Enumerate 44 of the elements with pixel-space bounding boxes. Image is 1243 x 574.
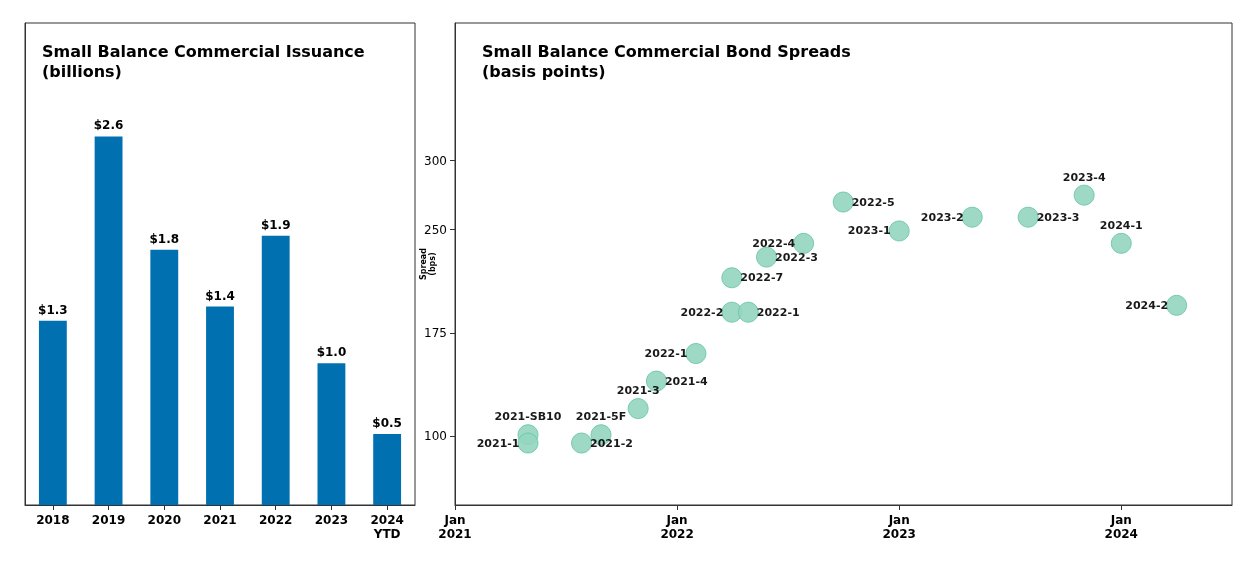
data-label: 2022-5 bbox=[851, 195, 895, 209]
x-tick-label: 2018 bbox=[36, 513, 70, 527]
data-label: 2024-1 bbox=[1099, 218, 1143, 232]
x-tick-label: Jan 2021 bbox=[438, 513, 472, 541]
data-label: 2021-2 bbox=[590, 436, 633, 450]
y-axis-title: Spread (bps) bbox=[419, 247, 437, 280]
x-tick-label: 2019 bbox=[91, 513, 126, 527]
data-label: 2021-5F bbox=[575, 410, 627, 424]
data-label: 2021-1 bbox=[476, 436, 520, 450]
y-tick-label: 300 bbox=[424, 153, 447, 168]
data-label: 2022-3 bbox=[775, 250, 818, 264]
data-label: 2023-3 bbox=[1036, 210, 1080, 224]
data-label: $0.5 bbox=[372, 416, 402, 431]
data-label: $1.4 bbox=[205, 288, 235, 303]
data-label: 2023-1 bbox=[847, 224, 891, 238]
data-label: 2022-1 bbox=[644, 347, 688, 361]
data-label: 2022-1 bbox=[756, 305, 800, 319]
y-tick-label: 250 bbox=[424, 222, 447, 237]
x-tick-label: 2022 bbox=[259, 513, 293, 527]
y-tick-label: 175 bbox=[424, 325, 447, 340]
x-tick-label: 2021 bbox=[203, 513, 237, 527]
data-label: $1.9 bbox=[260, 217, 291, 232]
data-label: 2022-2 bbox=[680, 305, 724, 319]
x-tick-label: Jan 2023 bbox=[882, 513, 916, 541]
data-label: 2021-SB10 bbox=[494, 410, 562, 424]
x-tick-label: Jan 2022 bbox=[660, 513, 694, 541]
data-label: 2022-4 bbox=[752, 236, 796, 250]
x-tick-label: 2023 bbox=[314, 513, 349, 527]
x-tick-label: Jan 2024 bbox=[1104, 513, 1138, 541]
data-label: 2021-4 bbox=[664, 374, 709, 388]
data-label: 2022-7 bbox=[740, 271, 784, 285]
y-tick-label: 100 bbox=[424, 429, 447, 444]
x-tick-label: 2024 YTD bbox=[370, 513, 404, 541]
data-label: $1.0 bbox=[316, 345, 347, 360]
text: Small Balance Commercial Issuance (billions) bbox=[42, 41, 365, 81]
data-label: 2023-4 bbox=[1062, 170, 1106, 184]
data-label: $1.3 bbox=[38, 302, 68, 317]
data-label: 2023-2 bbox=[920, 210, 964, 224]
data-label: $2.6 bbox=[93, 118, 124, 133]
data-label: 2024-2 bbox=[1125, 298, 1169, 312]
data-label: $1.8 bbox=[149, 231, 180, 246]
data-label: 2021-3 bbox=[616, 384, 660, 398]
x-tick-label: 2020 bbox=[147, 513, 181, 527]
text: Small Balance Commercial Bond Spreads (basis points) bbox=[482, 41, 851, 81]
